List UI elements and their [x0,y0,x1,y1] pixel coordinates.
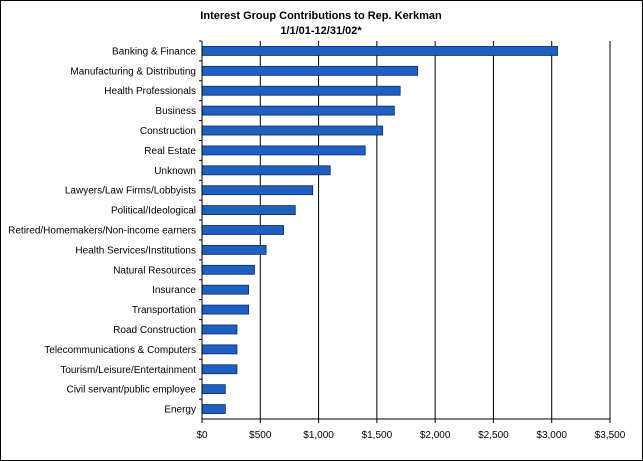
axes [199,40,611,423]
category-label-18: Energy [164,405,196,416]
bar-9 [201,225,284,235]
category-label-17: Civil servant/public employee [66,385,196,396]
category-labels: Banking & Finance Manufacturing & Distrib… [8,46,196,415]
bar-18 [201,404,226,414]
x-tick-label-5: $2,500 [478,430,509,441]
category-label-9: Retired/Homemakers/Non-income earners [8,226,196,237]
chart-title: Interest Group Contributions to Rep. Ker… [200,10,442,22]
category-label-8: Political/Ideological [111,206,196,217]
grid-lines [259,41,611,419]
bar-11 [201,264,255,275]
category-label-1: Manufacturing & Distributing [70,66,196,77]
bar-6 [201,165,331,176]
bar-3 [201,105,395,116]
bar-15 [201,344,238,355]
bar-2 [201,85,401,96]
category-label-3: Business [155,106,196,117]
category-label-13: Transportation [132,305,196,316]
category-label-10: Health Services/Institutions [75,245,196,256]
category-label-14: Road Construction [113,325,196,336]
category-label-5: Real Estate [144,146,196,157]
tick-labels: $0 $500 $1,000 $1,500 $2,000 $2,500 $3,000 $3,5… [196,430,625,441]
bars [201,46,558,414]
category-label-16: Tourism/Leisure/Entertainment [60,365,196,376]
x-tick-label-7: $3,500 [595,430,626,441]
x-tick-label-4: $2,000 [420,430,451,441]
category-label-4: Construction [140,126,196,137]
bar-8 [201,205,296,216]
category-label-11: Natural Resources [113,265,196,276]
bar-12 [201,284,250,295]
bar-1 [201,65,419,76]
category-label-15: Telecommunications & Computers [44,345,196,356]
x-tick-label-3: $1,500 [362,430,393,441]
category-label-6: Unknown [154,166,196,177]
bar-13 [201,304,250,315]
category-label-7: Lawyers/Law Firms/Lobbyists [65,186,196,197]
category-label-0: Banking & Finance [112,46,196,57]
x-tick-label-1: $500 [249,430,272,441]
bar-7 [201,185,314,196]
bar-5 [201,145,366,156]
chart-subtitle: 1/1/01-12/31/02* [280,25,362,37]
x-tick-label-2: $1,000 [303,430,334,441]
category-label-12: Insurance [152,285,196,296]
x-tick-label-0: $0 [196,430,208,441]
category-label-2: Health Professionals [104,86,196,97]
bar-10 [201,244,267,255]
x-tick-label-6: $3,000 [536,430,567,441]
bar-16 [201,364,238,375]
bar-14 [201,324,238,335]
bar-4 [201,125,384,136]
bar-17 [201,384,226,395]
bar-0 [201,46,558,56]
